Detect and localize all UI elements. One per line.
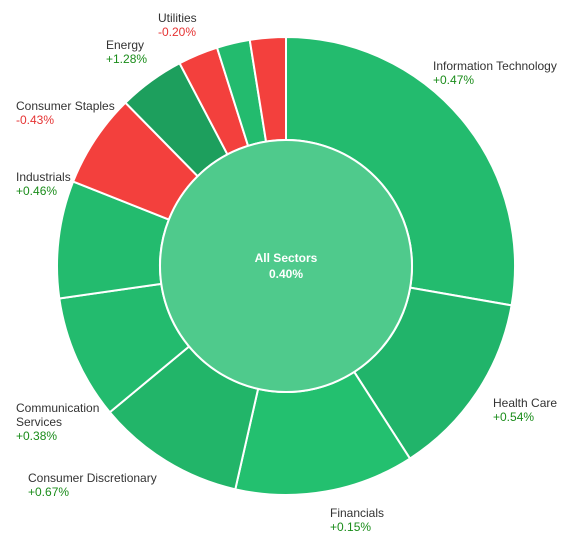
slices-group — [56, 35, 516, 496]
change-utilities: -0.20% — [158, 25, 196, 39]
label-industrials: Industrials — [16, 170, 71, 184]
label-utilities: Utilities — [158, 11, 197, 25]
center-value: 0.40% — [269, 267, 303, 281]
label-consumer-staples: Consumer Staples — [16, 99, 115, 113]
center-label: All Sectors — [255, 251, 318, 265]
labels-group: Information Technology+0.47%Health Care+… — [16, 11, 557, 534]
label-consumer-discretionary: Consumer Discretionary — [28, 471, 157, 485]
change-consumer-discretionary: +0.67% — [28, 485, 69, 499]
label-financials: Financials — [330, 506, 384, 520]
change-communication-services: +0.38% — [16, 429, 57, 443]
change-industrials: +0.46% — [16, 184, 57, 198]
center-circle[interactable] — [159, 139, 413, 393]
change-financials: +0.15% — [330, 520, 371, 534]
label-information-technology: Information Technology — [433, 59, 557, 73]
label-communication-services: Communication Services — [16, 401, 99, 429]
label-energy: Energy — [106, 38, 144, 52]
change-health-care: +0.54% — [493, 410, 534, 424]
label-health-care: Health Care — [493, 396, 557, 410]
change-information-technology: +0.47% — [433, 73, 474, 87]
change-energy: +1.28% — [106, 52, 147, 66]
change-consumer-staples: -0.43% — [16, 113, 54, 127]
